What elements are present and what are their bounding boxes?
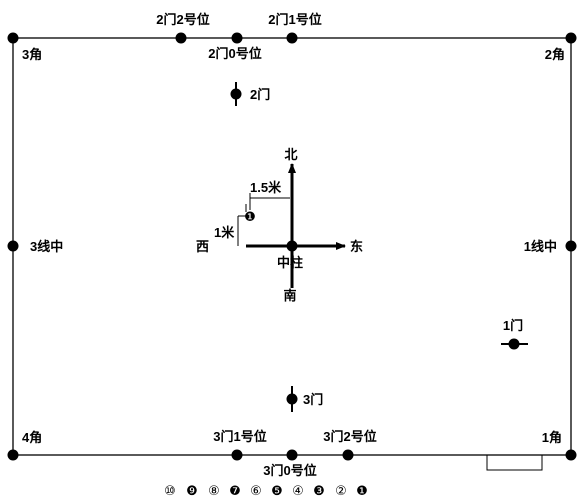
target-marker: ❶ (244, 210, 256, 225)
sequence-item: ❾ (186, 484, 198, 499)
dist-x-label: 1.5米 (250, 180, 282, 195)
bottom-pos2-point (342, 449, 354, 461)
corner-1-label: 1角 (542, 430, 562, 445)
south-label: 南 (283, 288, 296, 303)
right-mid-point (565, 240, 577, 252)
sequence-item: ② (335, 484, 347, 499)
dimension-lines (237, 193, 290, 246)
sequence-item: ⑥ (250, 484, 262, 499)
top-pos1-point (286, 32, 298, 44)
sequence-item: ❸ (313, 484, 325, 499)
east-label: 东 (350, 239, 363, 254)
center-pillar-label: 中柱 (277, 255, 303, 270)
top-pos0-label: 2门0号位 (208, 46, 261, 61)
sequence-item: ④ (292, 484, 304, 499)
bottom-pos0-label: 3门0号位 (263, 463, 316, 478)
corner-3-point (7, 32, 19, 44)
top-pos0-point (231, 32, 243, 44)
sequence-row: ⑩ ❾ ⑧ ❼ ⑥ ❺ ④ ❸ ② ❶ (164, 484, 368, 499)
door-1-label: 1门 (503, 318, 523, 333)
sequence-item: ⑧ (208, 484, 220, 499)
corner-4-label: 4角 (22, 430, 42, 445)
sequence-item: ⑩ (164, 484, 176, 499)
left-mid-point (7, 240, 19, 252)
sequence-item: ❺ (271, 484, 283, 499)
corner-4-point (7, 449, 19, 461)
bottom-pos1-point (231, 449, 243, 461)
bottom-pos0-point (286, 449, 298, 461)
top-pos2-label: 2门2号位 (156, 12, 209, 27)
bottom-pos1-label: 3门1号位 (213, 429, 266, 444)
bottom-right-box (486, 454, 543, 471)
door-3-label: 3门 (303, 392, 323, 407)
door-2-label: 2门 (250, 87, 270, 102)
right-mid-label: 1线中 (524, 239, 557, 254)
left-mid-label: 3线中 (30, 239, 63, 254)
corner-1-point (565, 449, 577, 461)
corner-2-point (565, 32, 577, 44)
sequence-item: ❼ (229, 484, 241, 499)
door-3-marker (286, 386, 298, 412)
compass-axes (246, 163, 346, 288)
door-1-marker (501, 338, 528, 350)
dist-y-label: 1米 (214, 225, 235, 240)
door-2-marker (230, 82, 242, 106)
top-pos2-point (175, 32, 187, 44)
north-label: 北 (284, 147, 297, 162)
corner-3-label: 3角 (22, 47, 42, 62)
west-label: 西 (196, 239, 209, 254)
sequence-item: ❶ (356, 484, 368, 499)
top-pos1-label: 2门1号位 (268, 12, 321, 27)
bottom-pos2-label: 3门2号位 (323, 429, 376, 444)
corner-2-label: 2角 (545, 47, 565, 62)
center-pillar-point (286, 240, 298, 252)
